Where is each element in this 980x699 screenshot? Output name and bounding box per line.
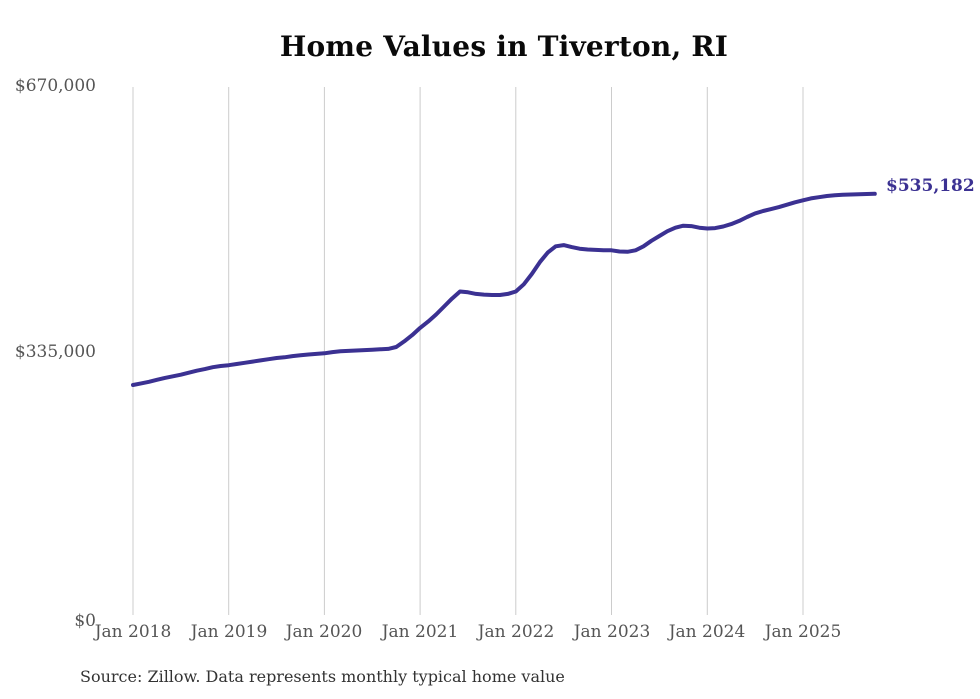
x-axis-tick-label: Jan 2022 (477, 622, 555, 642)
x-axis-tick-label: Jan 2019 (190, 622, 268, 642)
y-axis-tick-label: $0 (74, 611, 96, 631)
y-axis-tick-label: $670,000 (14, 76, 96, 96)
home-value-line (131, 191, 877, 387)
x-axis-tick-label: Jan 2023 (573, 622, 651, 642)
x-axis-tick-label: Jan 2025 (764, 622, 842, 642)
x-axis-tick-label: Jan 2021 (381, 622, 459, 642)
latest-value-label: $535,182 (886, 176, 975, 196)
page-title: Home Values in Tiverton, RI (279, 30, 729, 63)
x-axis-tick-label: Jan 2018 (94, 622, 172, 642)
y-axis-tick-label: $335,000 (14, 342, 96, 362)
source-note: Source: Zillow. Data represents monthly … (80, 667, 565, 686)
x-axis-tick-label: Jan 2024 (668, 622, 746, 642)
x-axis-tick-label: Jan 2020 (285, 622, 363, 642)
